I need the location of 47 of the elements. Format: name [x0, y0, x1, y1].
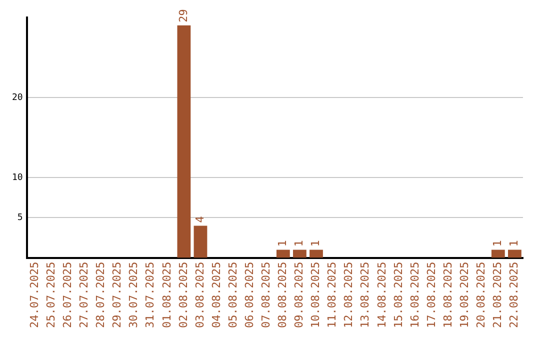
data-label: 1 [309, 240, 322, 247]
x-tick-label: 11.08.2025 [326, 262, 339, 328]
bar [310, 250, 323, 258]
x-tick-label: 31.07.2025 [144, 262, 157, 328]
bar [293, 250, 306, 258]
x-tick-label: 28.07.2025 [94, 262, 108, 328]
y-tick-label: 5 [17, 213, 23, 224]
x-tick-label: 24.07.2025 [28, 262, 41, 328]
x-tick-label: 02.08.2025 [176, 262, 190, 328]
x-tick-label: 18.08.2025 [441, 262, 454, 328]
x-tick-label: 12.08.2025 [342, 262, 356, 328]
x-tick-label: 21.08.2025 [491, 262, 504, 328]
x-tick-label: 13.08.2025 [358, 262, 372, 328]
y-tick-label: 10 [12, 172, 23, 183]
data-label: 4 [193, 216, 206, 223]
x-tick-label: 09.08.2025 [292, 262, 306, 328]
x-tick-label: 19.08.2025 [458, 262, 471, 328]
data-label: 1 [276, 240, 290, 247]
x-tick-label: 16.08.2025 [408, 262, 422, 328]
x-tick-label: 20.08.2025 [474, 262, 488, 328]
y-tick-label: 20 [12, 92, 23, 103]
x-tick-label: 30.07.2025 [127, 262, 140, 328]
bar [276, 250, 290, 258]
x-tick-label: 03.08.2025 [193, 262, 206, 328]
x-tick-label: 08.08.2025 [276, 262, 290, 328]
bar [508, 250, 522, 258]
data-label: 1 [508, 240, 521, 247]
x-tick-label: 04.08.2025 [210, 262, 223, 328]
data-label: 1 [491, 240, 504, 247]
x-tick-label: 22.08.2025 [508, 262, 521, 328]
x-tick-label: 10.08.2025 [309, 262, 322, 328]
bar [177, 25, 191, 258]
x-tick-label: 29.07.2025 [110, 262, 124, 328]
x-tick-label: 27.07.2025 [78, 262, 91, 328]
bar [491, 250, 505, 258]
x-tick-label: 17.08.2025 [424, 262, 438, 328]
x-tick-label: 14.08.2025 [375, 262, 388, 328]
x-tick-label: 05.08.2025 [226, 262, 240, 328]
data-label: 29 [176, 9, 190, 22]
x-tick-label: 25.07.2025 [44, 262, 58, 328]
x-tick-label: 15.08.2025 [392, 262, 405, 328]
x-tick-label: 07.08.2025 [259, 262, 272, 328]
x-tick-label: 06.08.2025 [242, 262, 256, 328]
bar [194, 226, 208, 258]
x-tick-label: 01.08.2025 [160, 262, 174, 328]
data-label: 1 [292, 240, 306, 247]
x-tick-label: 26.07.2025 [61, 262, 74, 328]
